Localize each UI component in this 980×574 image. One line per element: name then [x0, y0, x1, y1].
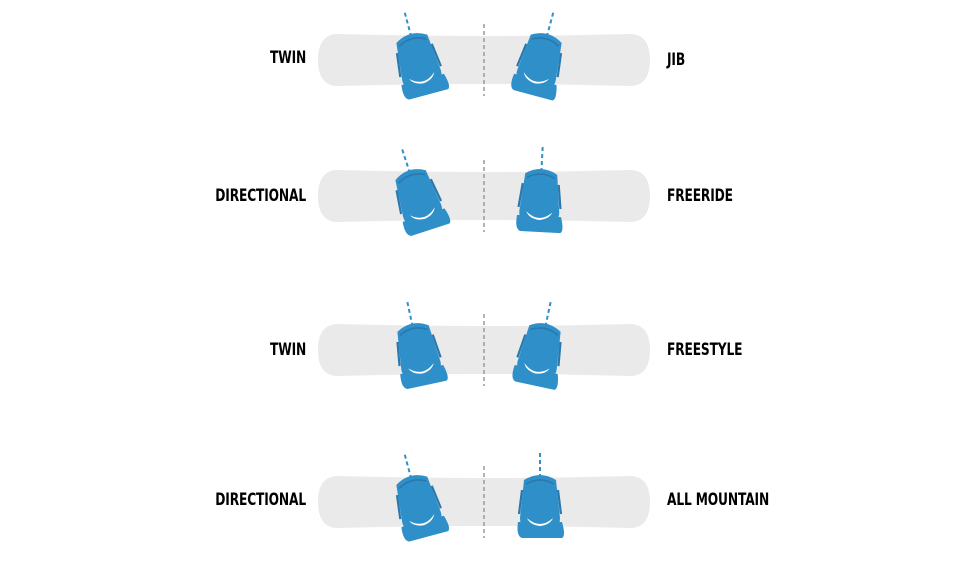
- board-row-1: [318, 11, 650, 101]
- highback: [524, 362, 550, 374]
- board-row-2: [318, 146, 650, 236]
- highback: [527, 518, 553, 526]
- strap-edge: [517, 489, 563, 515]
- highback: [523, 72, 549, 84]
- strap-edge: [395, 43, 442, 78]
- row-2-right-label: FREERIDE: [667, 186, 733, 206]
- toe-strap: [397, 173, 426, 184]
- row-4-right-label: ALL MOUNTAIN: [667, 490, 770, 510]
- angle-indicator: [545, 11, 555, 38]
- toe-strap: [530, 327, 559, 336]
- toe-strap: [398, 37, 427, 47]
- row-2-left-label: DIRECTIONAL: [215, 186, 306, 206]
- toe-strap: [526, 173, 556, 180]
- front-binding: [395, 11, 450, 100]
- binding-body: [520, 475, 560, 530]
- highback: [409, 207, 435, 220]
- row-3-left-label: TWIN: [269, 340, 306, 360]
- binding-body: [517, 323, 561, 380]
- angle-indicator: [403, 453, 413, 480]
- angle-indicator: [403, 11, 413, 38]
- toe-strap: [525, 479, 555, 485]
- front-binding: [395, 453, 450, 542]
- strap-edge: [516, 43, 563, 78]
- row-1-right-label: JIB: [667, 50, 686, 70]
- front-binding: [396, 300, 448, 389]
- toe-strap: [399, 327, 428, 336]
- board-row-4: [318, 452, 650, 542]
- highback: [409, 72, 435, 84]
- row-4-left-label: DIRECTIONAL: [215, 490, 306, 510]
- row-3-right-label: FREESTYLE: [667, 340, 743, 360]
- binding-body: [396, 475, 442, 532]
- highback: [408, 362, 434, 374]
- front-binding: [395, 148, 451, 236]
- binding-body: [516, 33, 562, 90]
- strap-edge: [396, 334, 442, 367]
- back-binding: [511, 11, 563, 101]
- angle-indicator: [400, 148, 411, 174]
- strap-edge: [516, 334, 562, 367]
- back-binding: [512, 300, 562, 390]
- angle-indicator: [406, 300, 414, 327]
- angle-indicator: [540, 146, 544, 173]
- strap-edge: [517, 182, 562, 210]
- highback: [409, 514, 435, 526]
- strap-edge: [395, 178, 443, 215]
- back-binding: [516, 146, 563, 234]
- binding-body: [395, 169, 443, 226]
- binding-body: [396, 33, 442, 90]
- row-1-left-label: TWIN: [269, 48, 306, 68]
- toe-strap: [398, 479, 427, 489]
- highback: [526, 211, 553, 220]
- strap-edge: [395, 485, 442, 520]
- back-binding: [517, 452, 564, 538]
- toe-strap: [531, 37, 560, 47]
- angle-indicator: [544, 300, 552, 327]
- binding-body: [397, 323, 441, 380]
- board-row-3: [318, 300, 650, 390]
- binding-body: [519, 169, 560, 225]
